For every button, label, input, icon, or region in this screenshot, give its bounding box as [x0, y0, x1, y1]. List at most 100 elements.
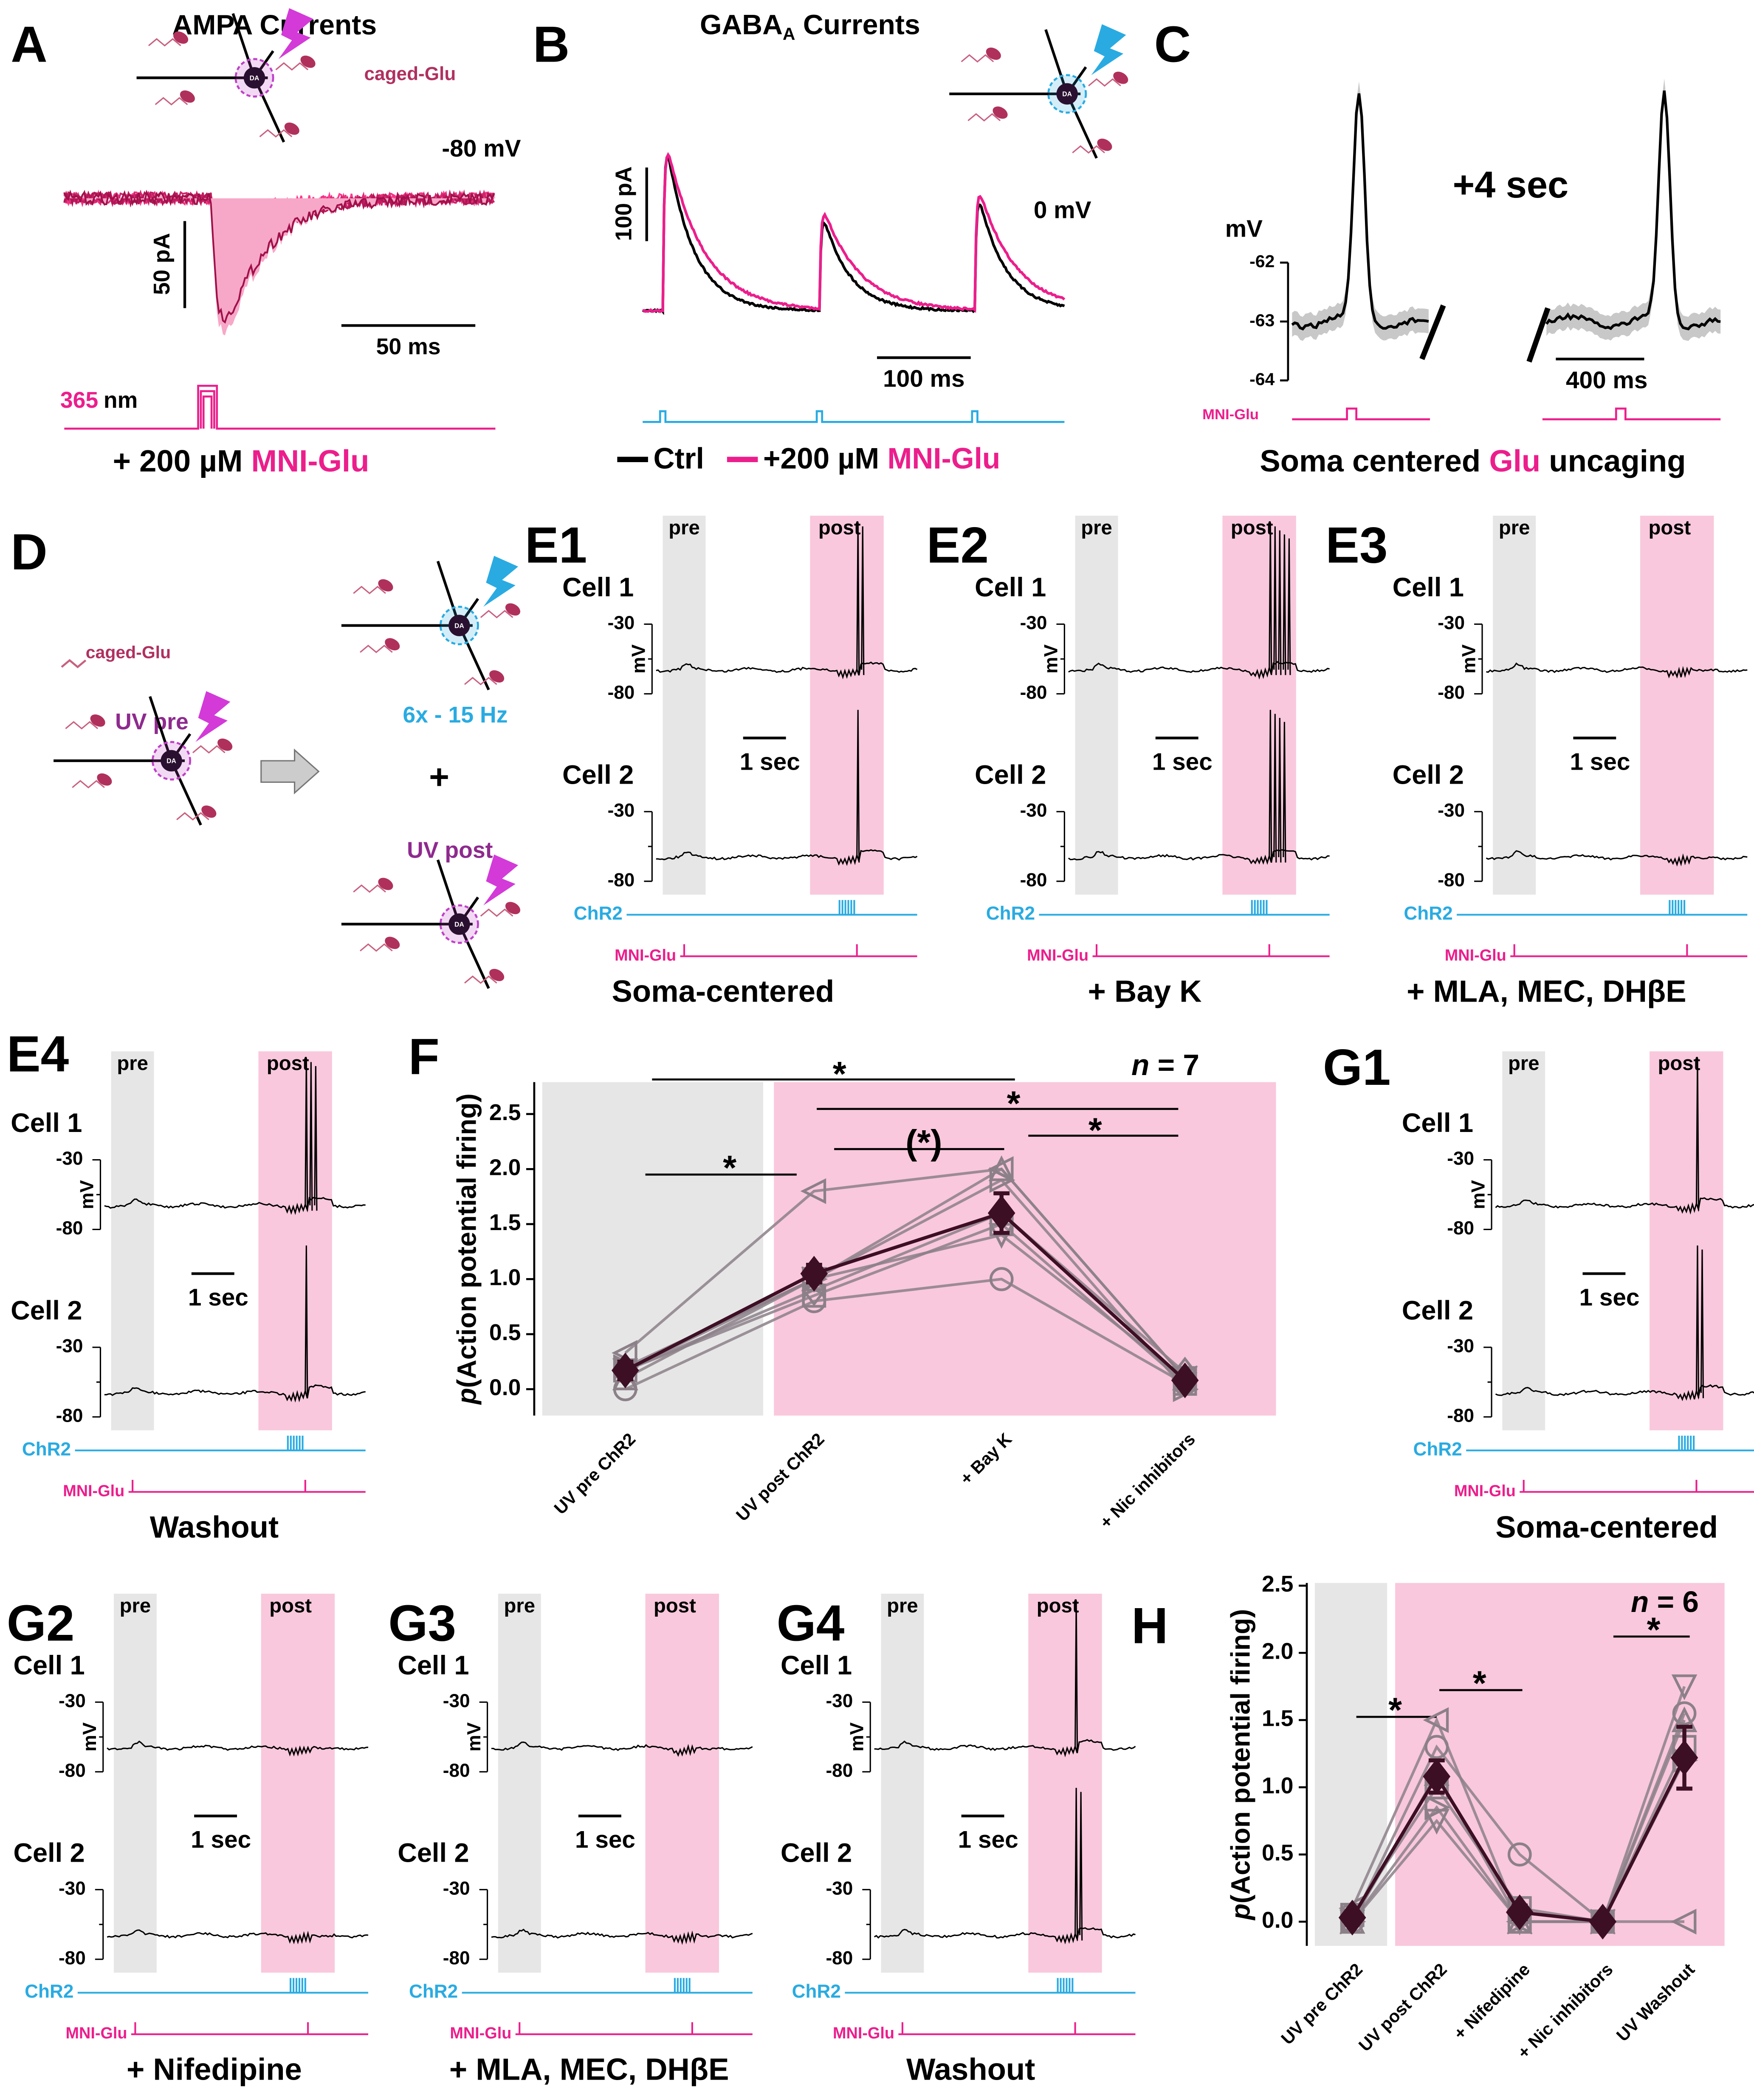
glu-cage — [1072, 145, 1105, 154]
data-point — [800, 1256, 828, 1292]
spike — [1079, 1792, 1083, 1941]
y-tick-label: 2.0 — [489, 1154, 521, 1180]
label: post — [818, 517, 861, 539]
label: -80 — [443, 1948, 470, 1968]
label-part: = 7 — [1149, 1048, 1199, 1081]
glu-molecule — [986, 47, 1001, 60]
data-point — [801, 1274, 827, 1307]
label: -80 mV — [442, 135, 521, 162]
glu-molecule — [489, 670, 505, 683]
label-part: MNI-Glu — [887, 442, 1000, 475]
label: Cell 2 — [11, 1296, 82, 1326]
label-part: +200 µM — [763, 442, 887, 475]
glu-cage — [353, 586, 386, 594]
axis — [479, 1701, 488, 1773]
label: UV post — [407, 838, 493, 863]
label: 1 sec — [575, 1826, 635, 1853]
glu-molecule — [378, 579, 393, 592]
neuron — [54, 696, 202, 826]
spike — [1074, 1788, 1078, 1941]
cell-line — [624, 1278, 1186, 1391]
label-part: p — [1226, 1903, 1255, 1921]
spike — [305, 1058, 308, 1211]
label: 1 sec — [958, 1826, 1018, 1853]
label: Cell 1 — [1402, 1108, 1473, 1138]
label: -80 — [1447, 1218, 1474, 1239]
axis — [1483, 1159, 1492, 1231]
data-point — [1670, 1908, 1697, 1935]
label: -80 — [59, 1760, 86, 1781]
label-part: GABA — [700, 9, 783, 41]
glu-molecule — [173, 31, 189, 44]
spike — [1074, 1600, 1078, 1753]
glu-cage — [480, 908, 513, 917]
label: 100 pA — [611, 167, 636, 241]
label: MNI-Glu — [63, 1482, 124, 1500]
glu-molecule — [217, 738, 233, 751]
chr2-stim — [77, 1978, 368, 1994]
y-tick-label: 1.5 — [1262, 1706, 1293, 1731]
spike — [314, 1066, 318, 1211]
spike — [1700, 1249, 1704, 1398]
glu-cage — [65, 721, 99, 730]
glu-molecule — [385, 937, 400, 949]
uv-stim — [1542, 407, 1721, 421]
label: Cell 2 — [398, 1838, 469, 1868]
voltage-trace — [1495, 1197, 1754, 1215]
voltage-trace — [1545, 90, 1721, 330]
cell-line — [625, 1211, 1186, 1374]
data-point — [1671, 1674, 1698, 1700]
pre-region — [1314, 1583, 1387, 1946]
voltage-trace — [104, 1384, 366, 1403]
label: Cell 1 — [11, 1108, 82, 1138]
light-bolt — [1091, 24, 1126, 75]
label: MNI-Glu — [66, 2024, 127, 2042]
voltage-trace — [874, 1739, 1136, 1758]
label: + Nifedipine — [127, 2052, 302, 2087]
label: Soma-centered — [1495, 1510, 1718, 1544]
glu-cage — [961, 54, 994, 63]
panel-label: B — [533, 16, 570, 73]
label: -80 — [826, 1760, 853, 1781]
label: mV — [464, 1722, 485, 1751]
axis — [479, 1889, 488, 1960]
label: MNI-Glu — [1454, 1482, 1516, 1500]
label: Washout — [906, 2052, 1035, 2087]
glu-molecule — [378, 878, 393, 890]
label: -80 — [1438, 682, 1465, 703]
soma — [448, 913, 470, 935]
pre-shade — [663, 516, 706, 895]
label: GABAA Currents — [700, 9, 920, 43]
label-part: (Action potential firing) — [1226, 1609, 1255, 1903]
panel-label: G2 — [7, 1595, 75, 1651]
pre-shade — [498, 1593, 541, 1973]
neuron — [949, 29, 1098, 159]
label: Washout — [150, 1510, 279, 1544]
pre-shade — [1502, 1051, 1545, 1431]
data-point — [800, 1178, 826, 1204]
label: Cell 2 — [1393, 760, 1464, 790]
trace-shade — [64, 192, 496, 336]
y-tick-label: 1.0 — [1262, 1773, 1293, 1798]
label: ChR2 — [1404, 903, 1452, 924]
data-point — [1423, 1758, 1451, 1795]
axis — [862, 1889, 871, 1960]
y-tick-label: 0.0 — [489, 1375, 521, 1400]
spike — [1273, 526, 1277, 675]
label-part: 365 — [60, 387, 98, 413]
label: mV — [1041, 644, 1062, 674]
arrow — [260, 748, 320, 795]
axis — [862, 1701, 871, 1773]
glu-cage — [464, 975, 497, 984]
label: * — [1088, 1111, 1102, 1150]
neuron — [341, 561, 490, 691]
axis — [95, 1889, 104, 1960]
label: pre — [504, 1595, 535, 1617]
pre-region — [542, 1082, 764, 1416]
label: + MLA, MEC, DHβE — [449, 2052, 729, 2087]
data-point — [1423, 1707, 1449, 1733]
label: Cell 2 — [1402, 1296, 1473, 1326]
label: 1 sec — [188, 1284, 248, 1311]
label: Cell 1 — [1393, 573, 1464, 602]
